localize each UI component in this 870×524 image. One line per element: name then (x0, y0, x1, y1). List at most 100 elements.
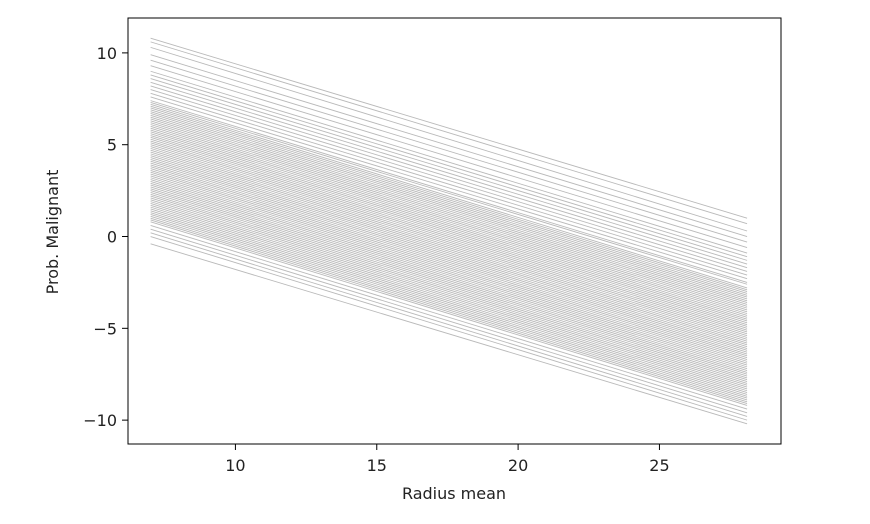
series-line (150, 177, 748, 362)
series-line (150, 149, 748, 335)
y-tick-label: −10 (83, 411, 117, 430)
series-line (150, 190, 748, 375)
series-line (150, 46, 748, 232)
series-line (150, 124, 748, 309)
series-line (150, 59, 748, 243)
y-tick-label: 0 (107, 228, 117, 247)
series-line (150, 221, 748, 406)
series-line (150, 85, 748, 269)
series-line (150, 122, 748, 307)
x-tick-label: 15 (367, 456, 387, 475)
x-tick-label: 25 (649, 456, 669, 475)
series-line (150, 74, 748, 258)
series-line (150, 92, 748, 276)
series-line (150, 182, 748, 368)
y-axis-label: Prob. Malignant (43, 170, 62, 295)
y-tick-label: 10 (97, 44, 117, 63)
series-line (150, 103, 748, 289)
series-lines (150, 37, 748, 425)
series-line (150, 142, 748, 327)
series-line (150, 236, 748, 421)
series-line (150, 243, 748, 425)
series-line (150, 89, 748, 272)
series-line (150, 188, 748, 373)
series-line (150, 164, 748, 349)
series-line (150, 201, 748, 386)
series-line (150, 37, 748, 219)
series-line (150, 197, 748, 383)
series-line (150, 157, 748, 342)
series-line (150, 186, 748, 371)
series-line (150, 54, 748, 237)
series-line (150, 111, 748, 296)
series-line (150, 219, 748, 405)
series-line (150, 144, 748, 329)
series-line (150, 195, 748, 381)
series-line (150, 179, 748, 364)
series-line (150, 160, 748, 346)
series-line (150, 107, 748, 293)
series-line (150, 147, 748, 333)
y-axis: −10 −5 0 5 10 (83, 44, 128, 430)
series-line (150, 70, 748, 254)
series-line (150, 120, 748, 305)
series-line (150, 102, 748, 285)
series-line (150, 166, 748, 351)
series-line (150, 41, 748, 225)
series-line (150, 131, 748, 316)
series-line (150, 155, 748, 340)
series-line (150, 100, 748, 283)
series-line (150, 162, 748, 348)
series-line (150, 65, 748, 248)
series-line (150, 151, 748, 337)
x-axis-label: Radius mean (402, 484, 506, 503)
series-line (150, 206, 748, 392)
series-line (150, 96, 748, 280)
series-line (150, 140, 748, 326)
series-line (150, 169, 748, 355)
y-tick-label: −5 (93, 319, 117, 338)
series-line (150, 153, 748, 338)
series-line (150, 203, 748, 388)
series-line (150, 192, 748, 377)
series-line (150, 225, 748, 410)
series-line (150, 116, 748, 302)
series-line (150, 114, 748, 300)
series-line (150, 109, 748, 294)
series-line (150, 135, 748, 320)
series-line (150, 184, 748, 370)
series-line (150, 171, 748, 357)
plot-area-frame (127, 17, 782, 445)
x-axis: 10 15 20 25 (225, 444, 670, 475)
series-line (150, 138, 748, 324)
series-line (150, 81, 748, 265)
series-line (150, 158, 748, 344)
series-line (150, 113, 748, 298)
series-line (150, 125, 748, 311)
series-line (150, 228, 748, 414)
series-line (150, 210, 748, 395)
x-tick-label: 20 (508, 456, 528, 475)
series-line (150, 214, 748, 399)
series-line (150, 212, 748, 397)
series-line (150, 129, 748, 315)
series-line (150, 146, 748, 331)
series-line (150, 204, 748, 390)
series-line (150, 208, 748, 394)
series-line (150, 78, 748, 261)
x-tick-label: 10 (225, 456, 245, 475)
series-line (150, 127, 748, 313)
series-line (150, 173, 748, 359)
series-line (150, 133, 748, 318)
y-tick-label: 5 (107, 136, 117, 155)
series-line (150, 232, 748, 417)
series-line (150, 175, 748, 360)
series-line (150, 199, 748, 384)
series-line (150, 118, 748, 304)
series-line (150, 215, 748, 401)
series-line (150, 136, 748, 322)
series-line (150, 193, 748, 379)
series-line (150, 180, 748, 366)
series-line (150, 168, 748, 353)
